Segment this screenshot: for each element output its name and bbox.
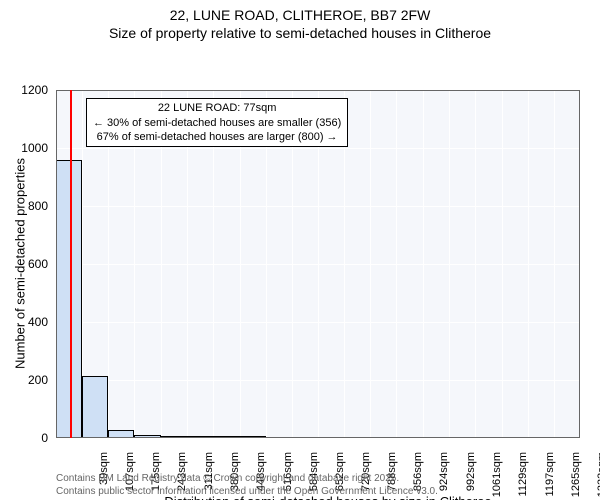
annotation-box: 22 LUNE ROAD: 77sqm← 30% of semi-detache… bbox=[86, 98, 348, 147]
gridline-v bbox=[580, 90, 581, 438]
annotation-line: ← 30% of semi-detached houses are smalle… bbox=[93, 116, 341, 130]
x-tick-label: 1129sqm bbox=[517, 452, 529, 500]
title-line-2: Size of property relative to semi-detach… bbox=[0, 24, 600, 42]
title-line-1: 22, LUNE ROAD, CLITHEROE, BB7 2FW bbox=[0, 6, 600, 24]
footer-line-2: Contains public sector information licen… bbox=[56, 485, 438, 498]
y-tick-label: 1200 bbox=[0, 83, 48, 97]
gridline-h bbox=[56, 438, 580, 439]
histogram-bar bbox=[134, 435, 160, 438]
x-tick-label: 924sqm bbox=[438, 452, 450, 500]
annotation-line: 67% of semi-detached houses are larger (… bbox=[93, 130, 341, 144]
x-tick-label: 992sqm bbox=[465, 452, 477, 500]
footer-line-1: Contains HM Land Registry data © Crown c… bbox=[56, 472, 438, 485]
footer-attribution: Contains HM Land Registry data © Crown c… bbox=[56, 472, 438, 498]
histogram-bar bbox=[108, 430, 134, 438]
chart-title: 22, LUNE ROAD, CLITHEROE, BB7 2FW Size o… bbox=[0, 0, 600, 42]
plot-area: 22 LUNE ROAD: 77sqm← 30% of semi-detache… bbox=[56, 90, 580, 438]
y-axis-label: Number of semi-detached properties bbox=[13, 144, 28, 384]
y-tick-label: 0 bbox=[0, 431, 48, 445]
x-tick-label: 1061sqm bbox=[491, 452, 503, 500]
histogram-bar bbox=[240, 436, 266, 438]
x-tick-label: 1197sqm bbox=[544, 452, 556, 500]
histogram-bar bbox=[161, 436, 188, 438]
x-tick-label: 1333sqm bbox=[596, 452, 600, 500]
histogram-bar bbox=[82, 376, 108, 438]
histogram-bar bbox=[213, 436, 239, 438]
histogram-bar bbox=[187, 436, 213, 438]
annotation-line: 22 LUNE ROAD: 77sqm bbox=[93, 101, 341, 115]
x-tick-label: 1265sqm bbox=[570, 452, 582, 500]
marker-line bbox=[70, 90, 72, 438]
